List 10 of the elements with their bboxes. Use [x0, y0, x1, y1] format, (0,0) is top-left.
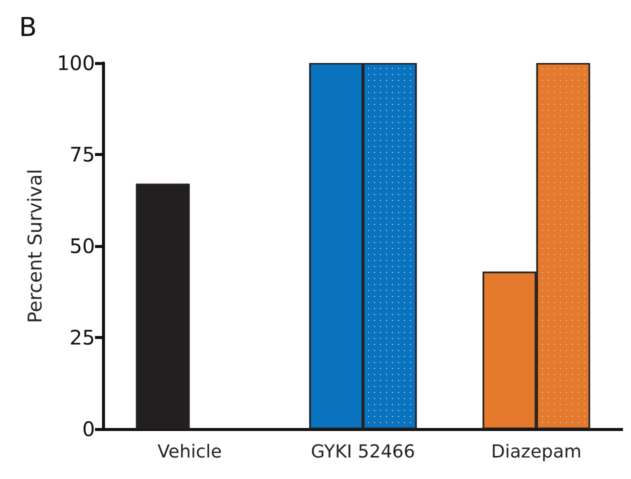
y-tick-label: 75: [70, 142, 95, 166]
y-axis-title: Percent Survival: [24, 168, 46, 324]
y-tick-label: 0: [82, 417, 95, 441]
y-tick-label: 25: [70, 326, 95, 350]
y-tick-label: 50: [70, 234, 95, 258]
x-tick-label: GYKI 52466: [310, 442, 416, 462]
x-tick-label: Diazepam: [491, 442, 582, 462]
y-tick-label: 100: [56, 51, 95, 75]
x-tick-label: Vehicle: [157, 442, 222, 462]
text: B: [19, 13, 37, 43]
